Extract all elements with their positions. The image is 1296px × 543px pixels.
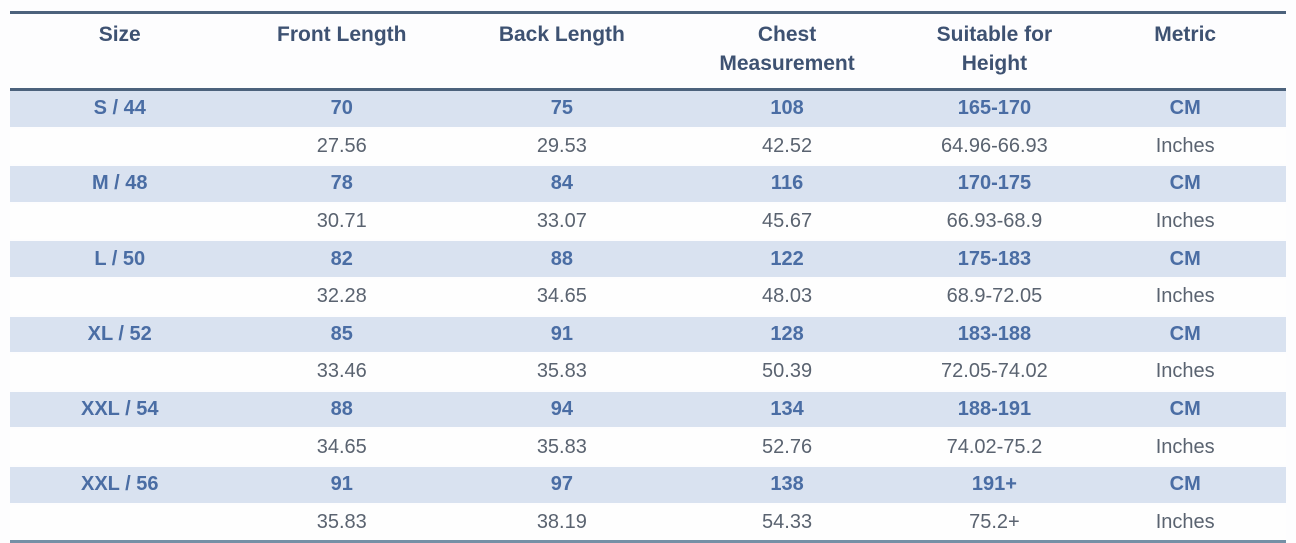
cell-metric: CM xyxy=(1084,164,1286,203)
table-row-inches: 35.83 38.19 54.33 75.2+ Inches xyxy=(10,502,1286,543)
cell-front-length: 35.83 xyxy=(229,502,455,543)
cell-size: XXL / 56 xyxy=(10,464,230,504)
cell-front-length: 78 xyxy=(229,164,455,203)
cell-back-length: 88 xyxy=(454,239,670,278)
table-row-inches: 30.71 33.07 45.67 66.93-68.9 Inches xyxy=(10,201,1286,241)
cell-metric: CM xyxy=(1084,88,1286,128)
cell-suitable-height: 191+ xyxy=(904,464,1085,504)
cell-chest-measurement: 52.76 xyxy=(669,427,905,466)
cell-metric: Inches xyxy=(1084,352,1286,391)
cell-back-length: 29.53 xyxy=(454,126,670,166)
cell-size xyxy=(10,502,230,543)
cell-front-length: 32.28 xyxy=(229,276,455,316)
cell-front-length: 30.71 xyxy=(229,201,455,241)
cell-size: L / 50 xyxy=(10,239,230,278)
cell-chest-measurement: 48.03 xyxy=(669,276,905,316)
cell-chest-measurement: 42.52 xyxy=(669,126,905,166)
column-header-front-length: Front Length xyxy=(229,12,455,91)
cell-chest-measurement: 128 xyxy=(669,314,905,354)
cell-chest-measurement: 138 xyxy=(669,464,905,504)
cell-size xyxy=(10,276,230,316)
cell-suitable-height: 66.93-68.9 xyxy=(904,201,1085,241)
cell-chest-measurement: 108 xyxy=(669,88,905,128)
cell-chest-measurement: 45.67 xyxy=(669,201,905,241)
cell-chest-measurement: 122 xyxy=(669,239,905,278)
cell-metric: CM xyxy=(1084,239,1286,278)
cell-size xyxy=(10,352,230,391)
cell-back-length: 35.83 xyxy=(454,352,670,391)
cell-size xyxy=(10,427,230,466)
cell-front-length: 33.46 xyxy=(229,352,455,391)
cell-size: M / 48 xyxy=(10,164,230,203)
cell-metric: Inches xyxy=(1084,502,1286,543)
cell-metric: CM xyxy=(1084,464,1286,504)
cell-suitable-height: 183-188 xyxy=(904,314,1085,354)
cell-front-length: 85 xyxy=(229,314,455,354)
cell-size: XL / 52 xyxy=(10,314,230,354)
cell-metric: CM xyxy=(1084,389,1286,429)
table-row-inches: 33.46 35.83 50.39 72.05-74.02 Inches xyxy=(10,352,1286,391)
cell-back-length: 33.07 xyxy=(454,201,670,241)
cell-back-length: 75 xyxy=(454,88,670,128)
cell-size: XXL / 54 xyxy=(10,389,230,429)
cell-back-length: 94 xyxy=(454,389,670,429)
cell-metric: Inches xyxy=(1084,427,1286,466)
size-chart: Size Front Length Back Length Chest Measure… xyxy=(10,11,1286,543)
size-table: Size Front Length Back Length Chest Measure… xyxy=(10,11,1286,543)
cell-size xyxy=(10,126,230,166)
column-header-metric: Metric xyxy=(1084,12,1286,91)
cell-front-length: 82 xyxy=(229,239,455,278)
cell-suitable-height: 68.9-72.05 xyxy=(904,276,1085,316)
cell-suitable-height: 74.02-75.2 xyxy=(904,427,1085,466)
cell-chest-measurement: 50.39 xyxy=(669,352,905,391)
cell-suitable-height: 165-170 xyxy=(904,88,1085,128)
cell-front-length: 91 xyxy=(229,464,455,504)
cell-back-length: 38.19 xyxy=(454,502,670,543)
cell-metric: Inches xyxy=(1084,126,1286,166)
cell-back-length: 84 xyxy=(454,164,670,203)
column-header-chest-measurement: Chest Measurement xyxy=(669,12,905,91)
column-header-suitable-height: Suitable for Height xyxy=(904,12,1085,91)
table-header: Size Front Length Back Length Chest Measure… xyxy=(10,12,1286,91)
table-row-cm: S / 44 70 75 108 165-170 CM xyxy=(10,88,1286,128)
cell-back-length: 91 xyxy=(454,314,670,354)
cell-chest-measurement: 116 xyxy=(669,164,905,203)
cell-size: S / 44 xyxy=(10,88,230,128)
cell-back-length: 97 xyxy=(454,464,670,504)
cell-suitable-height: 170-175 xyxy=(904,164,1085,203)
column-header-back-length: Back Length xyxy=(454,12,670,91)
cell-metric: Inches xyxy=(1084,276,1286,316)
table-row-cm: M / 48 78 84 116 170-175 CM xyxy=(10,164,1286,203)
table-row-cm: XXL / 56 91 97 138 191+ CM xyxy=(10,464,1286,504)
cell-front-length: 88 xyxy=(229,389,455,429)
cell-suitable-height: 188-191 xyxy=(904,389,1085,429)
table-row-cm: XXL / 54 88 94 134 188-191 CM xyxy=(10,389,1286,429)
table-row-inches: 32.28 34.65 48.03 68.9-72.05 Inches xyxy=(10,276,1286,316)
header-row: Size Front Length Back Length Chest Measure… xyxy=(10,12,1286,91)
cell-size xyxy=(10,201,230,241)
cell-chest-measurement: 54.33 xyxy=(669,502,905,543)
cell-suitable-height: 75.2+ xyxy=(904,502,1085,543)
cell-suitable-height: 64.96-66.93 xyxy=(904,126,1085,166)
table-row-inches: 34.65 35.83 52.76 74.02-75.2 Inches xyxy=(10,427,1286,466)
table-row-cm: XL / 52 85 91 128 183-188 CM xyxy=(10,314,1286,354)
cell-back-length: 34.65 xyxy=(454,276,670,316)
cell-front-length: 70 xyxy=(229,88,455,128)
table-row-inches: 27.56 29.53 42.52 64.96-66.93 Inches xyxy=(10,126,1286,166)
cell-suitable-height: 72.05-74.02 xyxy=(904,352,1085,391)
column-header-size: Size xyxy=(10,12,230,91)
cell-back-length: 35.83 xyxy=(454,427,670,466)
cell-metric: Inches xyxy=(1084,201,1286,241)
table-row-cm: L / 50 82 88 122 175-183 CM xyxy=(10,239,1286,278)
cell-front-length: 34.65 xyxy=(229,427,455,466)
cell-metric: CM xyxy=(1084,314,1286,354)
table-body: S / 44 70 75 108 165-170 CM 27.56 29.53 42.52 64.… xyxy=(10,88,1286,543)
cell-suitable-height: 175-183 xyxy=(904,239,1085,278)
cell-chest-measurement: 134 xyxy=(669,389,905,429)
cell-front-length: 27.56 xyxy=(229,126,455,166)
